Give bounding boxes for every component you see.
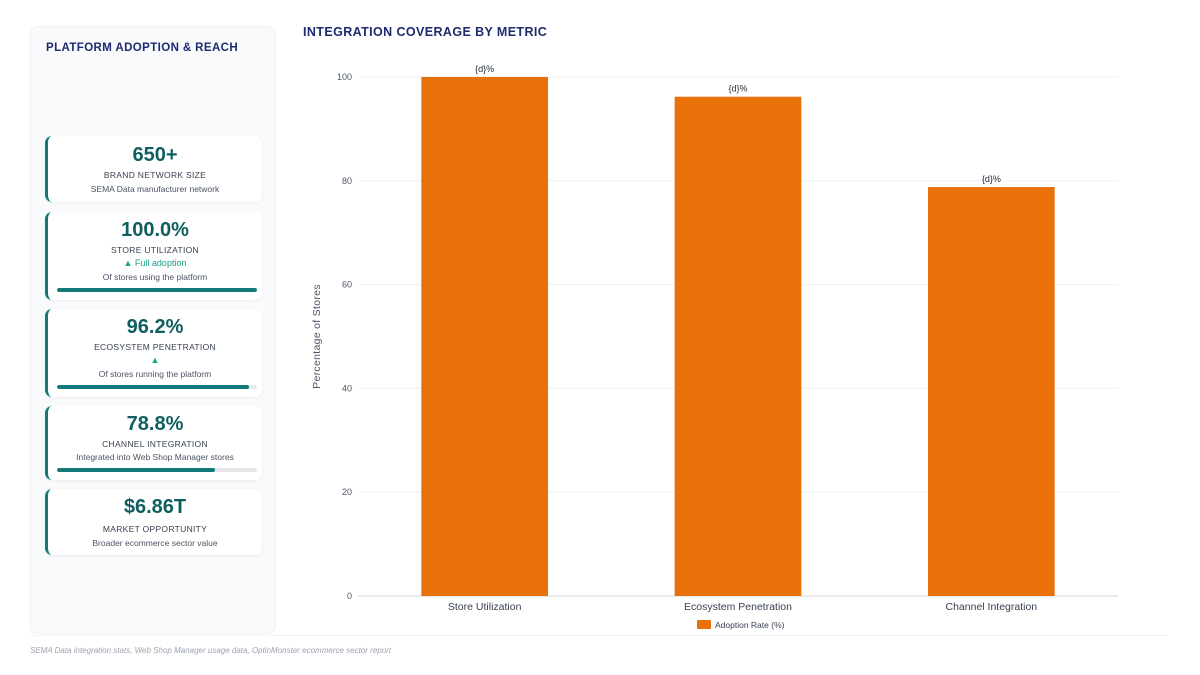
kpi-card-channel-integration: 78.8% CHANNEL INTEGRATION Integrated int…: [45, 406, 262, 480]
adoption-panel: PLATFORM ADOPTION & REACH 650+ BRAND NET…: [30, 26, 276, 634]
bar-data-label: {d}%: [982, 174, 1001, 184]
y-tick-label: 20: [342, 487, 352, 497]
footer-divider: [30, 635, 1168, 636]
y-axis-title: Percentage of Stores: [311, 284, 323, 389]
bar: [674, 96, 802, 597]
kpi-trend: ▲ Full adoption: [123, 258, 187, 268]
kpi-description: Of stores running the platform: [98, 369, 212, 379]
progress-fill: [57, 288, 257, 292]
progress-fill: [57, 385, 250, 389]
kpi-value: $6.86T: [123, 496, 187, 518]
panel-title: PLATFORM ADOPTION & REACH: [46, 42, 239, 54]
y-tick-label: 0: [347, 591, 352, 601]
legend-label: Adoption Rate (%): [715, 620, 785, 630]
kpi-description: Broader ecommerce sector value: [92, 538, 218, 548]
kpi-label: CHANNEL INTEGRATION: [102, 439, 208, 449]
progress-fill: [57, 468, 215, 472]
x-tick-label: Store Utilization: [448, 601, 522, 613]
kpi-description: SEMA Data manufacturer network: [90, 184, 220, 194]
kpi-value: 96.2%: [126, 316, 184, 338]
kpi-label: BRAND NETWORK SIZE: [103, 170, 207, 180]
x-tick-label: Ecosystem Penetration: [684, 601, 792, 613]
kpi-description: Of stores using the platform: [102, 272, 208, 282]
y-tick-label: 60: [342, 280, 352, 290]
kpi-value: 78.8%: [126, 413, 184, 435]
bar-data-label: {d}%: [475, 64, 494, 74]
legend-swatch: [697, 620, 711, 629]
kpi-card-market-opportunity: $6.86T MARKET OPPORTUNITY Broader ecomme…: [45, 489, 262, 555]
kpi-label: STORE UTILIZATION: [111, 245, 199, 255]
kpi-label: ECOSYSTEM PENETRATION: [94, 342, 216, 352]
y-tick-label: 80: [342, 176, 352, 186]
kpi-card-brand-network: 650+ BRAND NETWORK SIZE SEMA Data manufa…: [45, 136, 262, 202]
progress-track: [57, 468, 257, 472]
kpi-label: MARKET OPPORTUNITY: [102, 524, 208, 534]
kpi-value: 650+: [132, 144, 178, 166]
y-tick-label: 40: [342, 383, 352, 393]
source-note: SEMA Data integration stats, Web Shop Ma…: [30, 646, 392, 655]
kpi-card-ecosystem-penetration: 96.2% ECOSYSTEM PENETRATION ▲ Of stores …: [45, 309, 262, 397]
chart-title: INTEGRATION COVERAGE BY METRIC: [303, 25, 548, 39]
kpi-description: Integrated into Web Shop Manager stores: [76, 452, 234, 462]
y-tick-label: 100: [337, 72, 352, 82]
kpi-trend: ▲: [150, 355, 160, 365]
kpi-value: 100.0%: [121, 219, 189, 241]
progress-track: [57, 385, 257, 389]
progress-track: [57, 288, 257, 292]
bar-chart: 0 20 40 60 80 100 {d}% Store Utilization {d}% Eco…: [311, 64, 1118, 630]
bar: [421, 77, 548, 596]
kpi-card-store-utilization: 100.0% STORE UTILIZATION ▲ Full adoption…: [45, 212, 262, 300]
bar: [928, 187, 1055, 596]
x-tick-label: Channel Integration: [946, 601, 1038, 613]
bar-data-label: {d}%: [728, 84, 747, 94]
